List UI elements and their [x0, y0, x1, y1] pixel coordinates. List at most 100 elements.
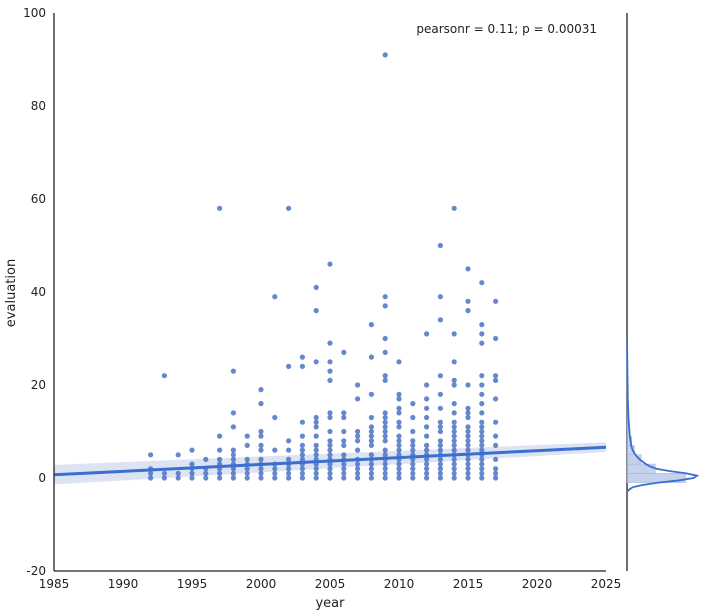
- scatter-point: [245, 443, 250, 448]
- scatter-point: [300, 448, 305, 453]
- scatter-point: [452, 462, 457, 467]
- scatter-point: [231, 457, 236, 462]
- scatter-point: [314, 285, 319, 290]
- scatter-point: [341, 410, 346, 415]
- scatter-point: [493, 434, 498, 439]
- scatter-point: [327, 378, 332, 383]
- scatter-point: [452, 420, 457, 425]
- marginal-y-layer: [627, 13, 697, 571]
- scatter-point: [452, 434, 457, 439]
- scatter-point: [396, 466, 401, 471]
- scatter-point: [314, 359, 319, 364]
- scatter-point: [493, 299, 498, 304]
- scatter-point: [369, 452, 374, 457]
- scatter-point: [286, 206, 291, 211]
- scatter-point: [383, 471, 388, 476]
- scatter-point: [327, 466, 332, 471]
- scatter-point: [341, 471, 346, 476]
- scatter-point: [438, 443, 443, 448]
- scatter-point: [258, 475, 263, 480]
- scatter-point: [369, 443, 374, 448]
- scatter-point: [383, 466, 388, 471]
- scatter-point: [383, 294, 388, 299]
- scatter-point: [272, 471, 277, 476]
- scatter-point: [452, 206, 457, 211]
- scatter-point: [369, 438, 374, 443]
- scatter-point: [176, 452, 181, 457]
- x-axis-label: year: [315, 596, 345, 610]
- scatter-point: [341, 466, 346, 471]
- scatter-point: [465, 434, 470, 439]
- scatter-point: [327, 429, 332, 434]
- scatter-point: [424, 462, 429, 467]
- scatter-point: [314, 475, 319, 480]
- scatter-point: [272, 466, 277, 471]
- scatter-point: [369, 424, 374, 429]
- scatter-point: [383, 415, 388, 420]
- scatter-point: [258, 457, 263, 462]
- scatter-point: [452, 331, 457, 336]
- scatter-point: [452, 401, 457, 406]
- x-tick-label: 2000: [246, 577, 277, 591]
- scatter-point: [341, 452, 346, 457]
- scatter-point: [479, 280, 484, 285]
- scatter-point: [217, 457, 222, 462]
- scatter-point: [217, 471, 222, 476]
- scatter-point: [355, 462, 360, 467]
- scatter-point: [493, 378, 498, 383]
- scatter-point: [465, 410, 470, 415]
- scatter-point: [258, 387, 263, 392]
- scatter-point: [396, 471, 401, 476]
- scatter-point: [258, 471, 263, 476]
- y-axis-label: evaluation: [4, 259, 19, 327]
- scatter-point: [162, 471, 167, 476]
- scatter-point: [383, 434, 388, 439]
- scatter-point: [341, 429, 346, 434]
- x-tick-label: 1985: [39, 577, 70, 591]
- scatter-point: [217, 434, 222, 439]
- scatter-point: [314, 415, 319, 420]
- scatter-point: [245, 457, 250, 462]
- scatter-point: [410, 462, 415, 467]
- scatter-point: [438, 317, 443, 322]
- scatter-point: [452, 457, 457, 462]
- scatter-point: [162, 475, 167, 480]
- scatter-point: [383, 303, 388, 308]
- y-tick-label: 60: [31, 192, 46, 206]
- scatter-point: [314, 448, 319, 453]
- scatter-point: [452, 443, 457, 448]
- scatter-point: [452, 438, 457, 443]
- scatter-point: [355, 396, 360, 401]
- scatter-point: [189, 448, 194, 453]
- scatter-point: [479, 429, 484, 434]
- scatter-point: [479, 410, 484, 415]
- scatter-point: [410, 429, 415, 434]
- scatter-point: [479, 322, 484, 327]
- scatter-point: [245, 471, 250, 476]
- scatter-point: [396, 434, 401, 439]
- scatter-point: [396, 443, 401, 448]
- scatter-point: [465, 471, 470, 476]
- scatter-point: [479, 392, 484, 397]
- scatter-point: [383, 52, 388, 57]
- x-tick-label: 1995: [177, 577, 208, 591]
- scatter-point: [231, 424, 236, 429]
- scatter-point: [355, 475, 360, 480]
- scatter-point: [424, 424, 429, 429]
- scatter-point: [355, 448, 360, 453]
- scatter-point: [438, 475, 443, 480]
- scatter-point: [327, 369, 332, 374]
- scatter-point: [300, 364, 305, 369]
- scatter-point: [493, 420, 498, 425]
- scatter-point: [355, 434, 360, 439]
- scatter-point: [465, 299, 470, 304]
- scatter-point: [410, 448, 415, 453]
- scatter-point: [176, 475, 181, 480]
- scatter-point: [245, 466, 250, 471]
- x-tick-label: 2005: [315, 577, 346, 591]
- x-tick-label: 1990: [108, 577, 139, 591]
- y-tick-label: 40: [31, 285, 46, 299]
- scatter-point: [176, 471, 181, 476]
- scatter-point: [148, 452, 153, 457]
